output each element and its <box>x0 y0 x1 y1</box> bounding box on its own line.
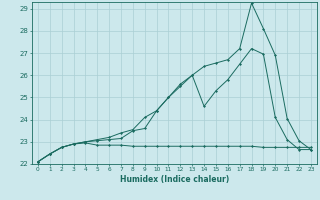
X-axis label: Humidex (Indice chaleur): Humidex (Indice chaleur) <box>120 175 229 184</box>
